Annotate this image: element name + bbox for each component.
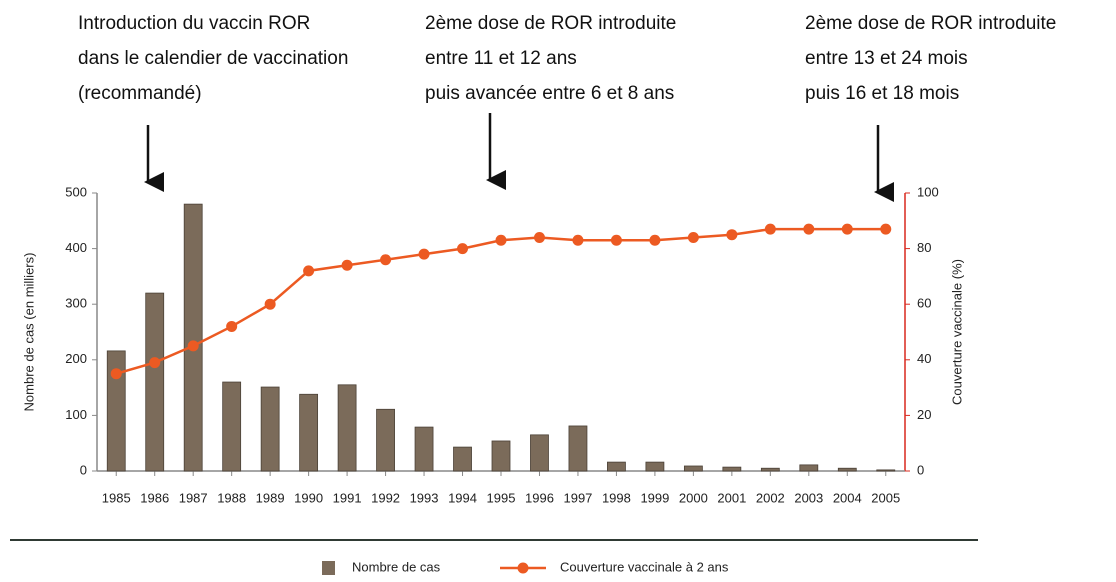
x-tick-label: 1996 [525,490,554,505]
point [341,259,353,271]
x-tick-label: 1991 [333,490,362,505]
x-tick-label: 1999 [640,490,669,505]
bar [876,469,896,472]
bar [453,446,472,472]
x-tick-label: 1994 [448,490,477,505]
point [726,229,738,241]
annotation: 2ème dose de ROR introduite [425,13,676,34]
y-axis-title: Nombre de cas (en milliers) [21,253,36,412]
point [764,223,776,235]
bar [222,381,242,472]
y2-tick-label: 20 [917,407,931,422]
annotation: 2ème dose de ROR introduite [805,13,1056,34]
annotation: entre 11 et 12 ans [425,48,577,69]
annotation: dans le calendier de vaccination [78,48,348,69]
bar [530,434,549,472]
y-tick-label: 400 [65,240,87,255]
y-tick-label: 100 [65,407,87,422]
y2-tick-label: 80 [917,240,931,255]
x-tick-label: 1986 [140,490,169,505]
point [303,265,315,277]
x-tick-label: 1985 [102,490,131,505]
point [149,357,161,369]
legend-label: Couverture vaccinale à 2 ans [560,559,729,574]
bar [491,440,511,472]
legend-swatch [517,562,529,574]
line [115,227,886,375]
y2-tick-label: 100 [917,184,939,199]
point [687,231,699,243]
bar [414,426,434,472]
point [572,234,584,246]
bar [683,465,703,472]
y2-tick-label: 40 [917,351,931,366]
point [880,223,892,235]
point [495,234,507,246]
point [533,231,545,243]
x-tick-label: 2001 [717,490,746,505]
x-tick-label: 1997 [563,490,592,505]
point [803,223,815,235]
x-tick-label: 1987 [179,490,208,505]
point [841,223,853,235]
point [380,254,392,266]
bar [106,350,126,472]
point [418,248,430,260]
x-tick-label: 1989 [256,490,285,505]
x-tick-label: 1998 [602,490,631,505]
bar [337,384,357,472]
bar [145,292,165,472]
point [226,320,238,332]
bar [568,425,588,472]
x-tick-label: 2002 [756,490,785,505]
y2-axis-title: Couverture vaccinale (%) [949,259,964,405]
point [649,234,661,246]
y-tick-label: 500 [65,184,87,199]
bar [299,393,319,472]
point [187,340,199,352]
bar [376,408,395,472]
annotation: Introduction du vaccin ROR [78,13,310,34]
x-tick-label: 2005 [871,490,900,505]
x-tick-label: 2003 [794,490,823,505]
x-tick-label: 1992 [371,490,400,505]
y2-tick-label: 60 [917,296,931,311]
bar [260,386,280,472]
x-tick-label: 1990 [294,490,323,505]
point [457,243,469,255]
x-tick-label: 2000 [679,490,708,505]
bar [607,461,626,472]
bar [760,467,780,472]
annotation: puis avancée entre 6 et 8 ans [425,83,674,104]
y-tick-label: 300 [65,296,87,311]
bar [183,203,203,472]
point [264,298,276,310]
bar [799,464,819,472]
legend-swatch [322,561,335,575]
y2-tick-label: 0 [917,462,924,477]
x-tick-label: 1988 [217,490,246,505]
x-tick-label: 1993 [410,490,439,505]
legend-label: Nombre de cas [352,559,441,574]
annotation: entre 13 et 24 mois [805,48,968,69]
point [610,234,622,246]
x-tick-label: 1995 [487,490,516,505]
bar [645,461,665,472]
bar [837,467,857,472]
point [110,368,122,380]
bar [722,466,742,472]
y-tick-label: 200 [65,351,87,366]
annotation: puis 16 et 18 mois [805,83,959,104]
x-tick-label: 2004 [833,490,862,505]
y-tick-label: 0 [80,462,87,477]
annotation: (recommandé) [78,83,202,104]
